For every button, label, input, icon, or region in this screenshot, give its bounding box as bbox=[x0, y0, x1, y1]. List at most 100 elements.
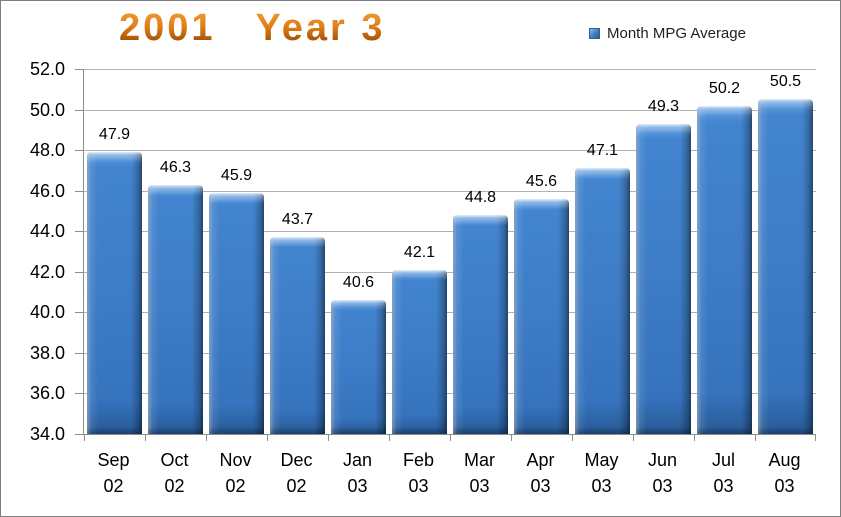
x-label-year: 03 bbox=[774, 476, 795, 496]
y-tick-mark bbox=[75, 393, 84, 395]
x-label-month: Aug bbox=[768, 450, 801, 470]
x-label-month: May bbox=[584, 450, 619, 470]
x-tick-label: Dec 02 bbox=[266, 447, 327, 499]
bar-value-label: 44.8 bbox=[464, 189, 497, 206]
x-tick-label: Jun 03 bbox=[632, 447, 693, 499]
x-tick-mark bbox=[389, 434, 390, 441]
x-tick-label: Oct 02 bbox=[144, 447, 205, 499]
x-tick-mark bbox=[328, 434, 329, 441]
bar bbox=[209, 192, 264, 434]
y-tick-label: 52.0 bbox=[29, 59, 65, 79]
x-label-month: Apr bbox=[526, 450, 555, 470]
x-tick-mark bbox=[450, 434, 451, 441]
x-label-month: Jun bbox=[647, 450, 678, 470]
bar-value-label: 50.5 bbox=[769, 73, 802, 91]
gridline bbox=[84, 190, 816, 192]
x-label-month: Oct bbox=[160, 450, 189, 470]
bar-value-label: 42.1 bbox=[403, 243, 436, 261]
x-label-month: Feb bbox=[402, 450, 435, 470]
bar-value-label: 49.3 bbox=[647, 97, 680, 115]
x-tick-mark bbox=[267, 434, 268, 441]
bar bbox=[331, 300, 386, 434]
legend: Month MPG Average bbox=[589, 25, 746, 42]
x-tick-label: Apr 03 bbox=[510, 447, 571, 499]
gridline bbox=[84, 231, 816, 233]
bar-value-label: 50.2 bbox=[708, 79, 741, 97]
gridline bbox=[84, 352, 816, 354]
x-tick-mark bbox=[755, 434, 756, 441]
y-tick-mark bbox=[75, 434, 84, 435]
y-tick-label: 48.0 bbox=[29, 140, 65, 161]
x-tick-mark bbox=[572, 434, 573, 441]
bar-value-label: 46.3 bbox=[159, 158, 192, 176]
x-label-year: 03 bbox=[530, 476, 551, 496]
x-label-year: 03 bbox=[591, 476, 612, 496]
x-tick-label: Aug 03 bbox=[754, 447, 815, 499]
bar-value-label: 47.1 bbox=[586, 142, 619, 160]
y-tick-mark bbox=[75, 352, 84, 354]
x-label-year: 03 bbox=[347, 476, 368, 496]
x-label-month: Nov bbox=[219, 450, 252, 470]
x-tick-mark bbox=[633, 434, 634, 441]
bar bbox=[758, 99, 813, 434]
y-tick-mark bbox=[75, 190, 84, 192]
x-tick-mark bbox=[815, 434, 816, 441]
y-tick-label: 46.0 bbox=[29, 180, 65, 201]
x-label-year: 02 bbox=[164, 476, 185, 496]
bar bbox=[697, 105, 752, 434]
legend-label: Month MPG Average bbox=[607, 25, 746, 42]
plot-area: 47.9 46.3 45.9 43.7 40.6 42.1 44.8 45.6 47.1 49.3… bbox=[75, 69, 816, 441]
bar bbox=[392, 269, 447, 434]
bar-value-label: 43.7 bbox=[281, 211, 314, 229]
x-tick-mark bbox=[511, 434, 512, 441]
bar bbox=[148, 184, 203, 434]
x-tick-label: Sep 02 bbox=[83, 447, 144, 499]
y-tick-label: 50.0 bbox=[29, 99, 65, 120]
x-tick-label: Jan 03 bbox=[327, 447, 388, 499]
x-label-month: Sep bbox=[97, 450, 130, 470]
x-tick-label: Nov 02 bbox=[205, 447, 266, 499]
y-tick-mark bbox=[75, 312, 84, 314]
y-tick-mark bbox=[75, 271, 84, 273]
x-tick-mark bbox=[84, 434, 85, 441]
bar bbox=[575, 168, 630, 434]
x-tick-label: Jul 03 bbox=[693, 447, 754, 499]
x-tick-mark bbox=[206, 434, 207, 441]
gridline bbox=[84, 109, 816, 111]
x-tick-mark bbox=[145, 434, 146, 441]
x-label-year: 03 bbox=[469, 476, 490, 496]
x-axis: Sep 02 Oct 02 Nov 02 Dec 02 Jan 03 Feb 03 Mar 03 Apr 03… bbox=[83, 447, 816, 507]
y-tick-label: 44.0 bbox=[29, 221, 65, 242]
bar-value-label: 40.6 bbox=[342, 274, 375, 292]
y-tick-label: 36.0 bbox=[29, 383, 65, 404]
gridline bbox=[84, 312, 816, 314]
x-label-year: 03 bbox=[408, 476, 429, 496]
y-tick-mark bbox=[75, 150, 84, 152]
chart-title: 2001 Year 3 bbox=[119, 7, 386, 49]
bar bbox=[87, 152, 142, 434]
x-tick-label: Feb 03 bbox=[388, 447, 449, 499]
x-label-month: Jul bbox=[711, 450, 735, 470]
bar bbox=[270, 237, 325, 434]
x-label-year: 03 bbox=[652, 476, 673, 496]
bar-value-label: 45.6 bbox=[525, 172, 558, 190]
y-tick-mark bbox=[75, 109, 84, 111]
bar bbox=[453, 215, 508, 434]
bar bbox=[636, 123, 691, 434]
y-tick-label: 38.0 bbox=[29, 342, 65, 363]
bar bbox=[514, 198, 569, 434]
y-axis: 52.0 50.0 48.0 46.0 44.0 42.0 40.0 38.0 36.0 34.0 bbox=[1, 59, 75, 444]
bar-value-label: 45.9 bbox=[220, 166, 253, 184]
x-tick-label: May 03 bbox=[571, 447, 632, 499]
gridline bbox=[84, 271, 816, 273]
bar-value-label: 47.9 bbox=[98, 126, 131, 144]
legend-swatch-icon bbox=[589, 28, 600, 39]
x-label-year: 03 bbox=[713, 476, 734, 496]
x-label-month: Dec bbox=[280, 450, 313, 470]
gridline bbox=[84, 69, 816, 70]
x-label-year: 02 bbox=[225, 476, 246, 496]
y-tick-mark bbox=[75, 231, 84, 233]
x-label-year: 02 bbox=[286, 476, 307, 496]
y-tick-mark bbox=[75, 69, 84, 70]
